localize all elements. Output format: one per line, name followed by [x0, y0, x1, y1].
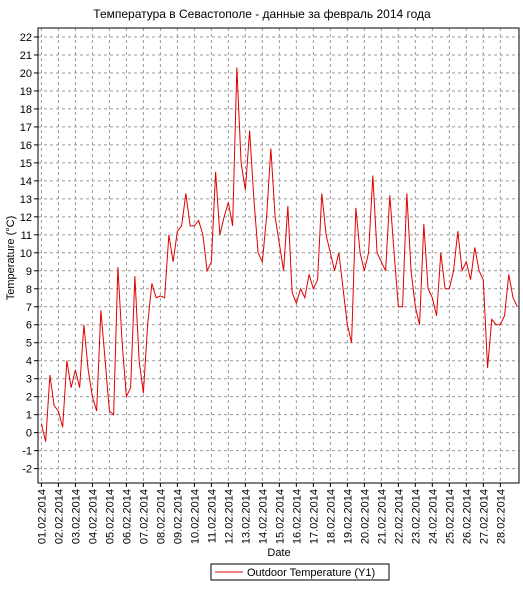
x-tick-label: 16.02.2014	[291, 489, 303, 544]
y-tick-label: 22	[20, 32, 32, 44]
x-tick-label: 12.02.2014	[223, 489, 235, 544]
x-tick-label: 23.02.2014	[410, 489, 422, 544]
x-tick-label: 13.02.2014	[240, 489, 252, 544]
y-tick-label: 6	[26, 320, 32, 332]
x-tick-label: 10.02.2014	[189, 489, 201, 544]
y-tick-label: 16	[20, 140, 32, 152]
y-axis-label: Temperature (°C)	[5, 216, 17, 300]
y-tick-label: 12	[20, 212, 32, 224]
x-tick-label: 28.02.2014	[495, 489, 507, 544]
plot-area	[37, 27, 520, 484]
y-tick-label: 18	[20, 104, 32, 116]
y-tick-label: 1	[26, 410, 32, 422]
x-tick-label: 08.02.2014	[155, 489, 167, 544]
x-tick-label: 15.02.2014	[274, 489, 286, 544]
y-tick-label: 9	[26, 266, 32, 278]
y-tick-label: 0	[26, 428, 32, 440]
plot-frame	[37, 27, 520, 484]
y-tick-label: 21	[20, 50, 32, 62]
y-tick-label: 4	[26, 356, 32, 368]
x-tick-label: 02.02.2014	[53, 489, 65, 544]
x-axis-label: Date	[267, 547, 290, 559]
y-tick-label: 10	[20, 248, 32, 260]
x-tick-label: 27.02.2014	[478, 489, 490, 544]
x-tick-label: 04.02.2014	[87, 489, 99, 544]
x-tick-label: 11.02.2014	[206, 489, 218, 543]
x-tick-label: 06.02.2014	[121, 489, 133, 544]
y-tick-label: 15	[20, 158, 32, 170]
y-tick-label: 19	[20, 86, 32, 98]
y-tick-label: -2	[22, 464, 32, 476]
x-tick-label: 20.02.2014	[359, 489, 371, 544]
x-tick-label: 09.02.2014	[172, 489, 184, 544]
x-tick-label: 03.02.2014	[70, 489, 82, 544]
x-tick-label: 17.02.2014	[308, 489, 320, 544]
legend-label: Outdoor Temperature (Y1)	[247, 567, 375, 579]
y-tick-label: -1	[22, 446, 32, 458]
x-tick-label: 24.02.2014	[427, 489, 439, 544]
y-tick-label: 13	[20, 194, 32, 206]
x-tick-label: 07.02.2014	[138, 489, 150, 544]
y-tick-label: 20	[20, 68, 32, 80]
y-tick-label: 7	[26, 302, 32, 314]
x-tick-label: 21.02.2014	[376, 489, 388, 544]
line-series	[40, 67, 518, 442]
x-tick-label: 22.02.2014	[393, 489, 405, 544]
y-tick-label: 5	[26, 338, 32, 350]
y-tick-label: 14	[20, 176, 32, 188]
chart-title: Температура в Севастополе - данные за фе…	[93, 7, 431, 21]
x-tick-label: 18.02.2014	[325, 489, 337, 544]
y-tick-label: 8	[26, 284, 32, 296]
x-tick-label: 14.02.2014	[257, 489, 269, 544]
x-tick-label: 25.02.2014	[444, 489, 456, 544]
y-tick-label: 11	[21, 230, 32, 242]
y-tick-label: 3	[26, 374, 32, 386]
x-tick-label: 26.02.2014	[461, 489, 473, 544]
x-tick-label: 01.02.2014	[36, 489, 48, 544]
x-tick-label: 19.02.2014	[342, 489, 354, 544]
y-tick-label: 17	[20, 122, 32, 134]
x-tick-label: 05.02.2014	[104, 489, 116, 544]
y-tick-label: 2	[26, 392, 32, 404]
legend-box	[210, 563, 390, 581]
